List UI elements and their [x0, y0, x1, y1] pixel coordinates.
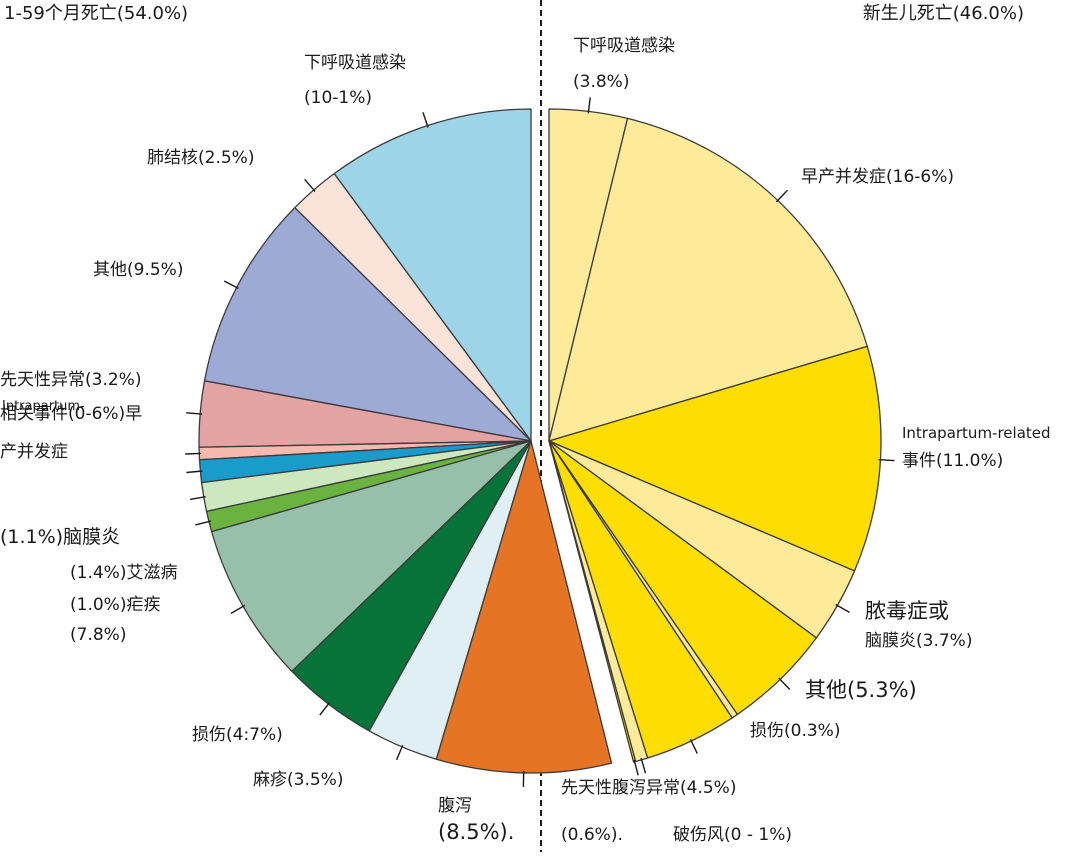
slice-label-0-2-0: 其他(9.5%)	[93, 260, 183, 280]
slice-label-0-11-0: 腹泻	[438, 796, 472, 816]
slice-label-1-0-1: (3.8%)	[573, 72, 629, 92]
label-tick-0-1	[305, 179, 316, 191]
slice-label-0-1-0: 肺结核(2.5%)	[147, 148, 254, 168]
label-tick-1-7	[641, 758, 645, 773]
group-title-child: 1-59个月死亡(54.0%)	[4, 3, 188, 24]
slice-label-0-6-0: (1.1%)脑膜炎	[0, 526, 120, 548]
slice-label-0-10-0: 麻疹(3.5%)	[253, 770, 343, 790]
group-title-neonatal: 新生儿死亡(46.0%)	[863, 3, 1024, 24]
slice-label-1-7-0: (0.6%).	[561, 825, 623, 845]
slice-label-1-2-0: Intrapartum-related	[902, 424, 1051, 442]
slice-label-1-1-0: 早产并发症(16-6%)	[801, 167, 954, 187]
slice-label-1-8-0: 破伤风(0 - 1%)	[673, 825, 792, 845]
slice-label-1-3-1: 脑膜炎(3.7%)	[865, 631, 972, 651]
slice-label-0-4-1: 相关事件(0-6%)早	[0, 404, 142, 424]
slice-label-1-2-1: 事件(11.0%)	[902, 451, 1003, 471]
slice-label-0-8-0: (1.0%)疟疾	[70, 595, 160, 615]
slice-label-0-8-1: (7.8%)	[70, 625, 126, 645]
slice-label-1-5-0: 损伤(0.3%)	[750, 721, 840, 741]
label-tick-1-8	[634, 760, 638, 776]
slice-label-1-3-0: 脓毒症或	[865, 599, 949, 623]
label-tick-0-9	[320, 702, 330, 715]
slice-label-0-7-0: (1.4%)艾滋病	[70, 563, 177, 583]
label-tick-0-0	[423, 112, 428, 127]
slice-label-0-11-1: (8.5%).	[438, 820, 514, 844]
label-tick-0-4	[185, 453, 201, 454]
slice-label-0-3-0: 先天性异常(3.2%)	[0, 370, 141, 390]
slice-label-0-9-0: 损伤(4:7%)	[192, 725, 283, 745]
slice-label-1-0-0: 下呼吸道感染	[573, 36, 675, 56]
label-tick-0-10	[397, 745, 403, 760]
label-tick-0-8	[231, 605, 245, 613]
slice-label-0-0-0: 下呼吸道感染	[304, 53, 406, 73]
label-tick-1-6	[690, 739, 697, 753]
label-tick-1-2	[879, 460, 895, 461]
label-tick-0-2	[224, 281, 238, 288]
slice-label-1-6-0: 先天性腹泻异常(4.5%)	[561, 778, 736, 798]
label-tick-1-4	[779, 678, 790, 690]
slice-label-1-4-0: 其他(5.3%)	[805, 678, 917, 702]
slice-label-0-0-1: (10-1%)	[304, 88, 372, 108]
label-tick-1-3	[836, 605, 850, 613]
slice-label-0-4-2: 产并发症	[0, 442, 68, 462]
label-tick-0-7	[195, 521, 211, 525]
label-tick-1-1	[776, 190, 787, 202]
